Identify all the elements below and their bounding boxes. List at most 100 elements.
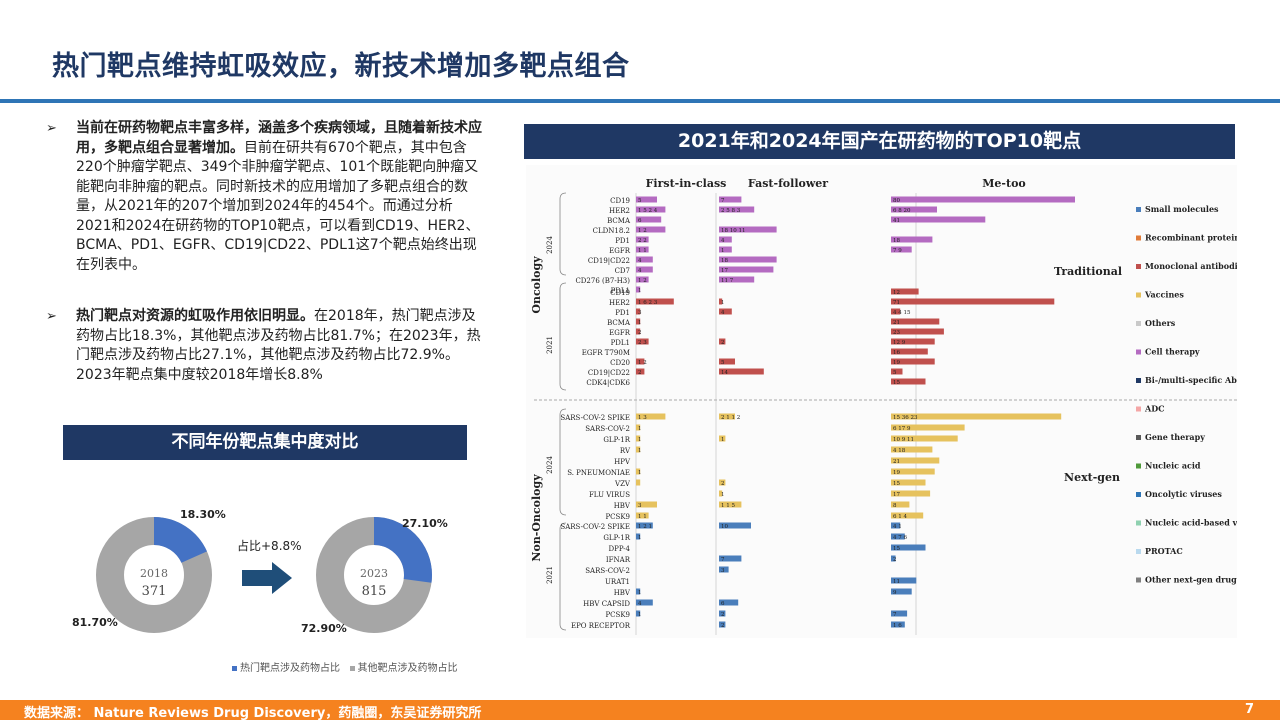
bracket xyxy=(559,522,567,631)
bar-value-label: 2 3 xyxy=(638,340,647,346)
bar-value-label: 1 1 xyxy=(638,248,647,254)
bar-first xyxy=(636,599,653,606)
bar-value-label: 1 3 xyxy=(638,415,647,421)
arrow-bullet-icon: ➢ xyxy=(46,121,57,136)
bar-metoo xyxy=(891,468,935,475)
bar-value-label: 1 xyxy=(638,426,642,432)
bar-fast xyxy=(719,266,774,273)
bar-value-label: 18 xyxy=(721,258,728,264)
bar-first xyxy=(636,610,641,617)
donut-2023-hot-slice xyxy=(316,517,432,633)
target-label: SARS-COV-2 xyxy=(585,567,630,575)
page-title: 热门靶点维持虹吸效应，新技术增加多靶点组合 xyxy=(52,51,630,82)
bar-fast xyxy=(719,610,726,617)
bar-value-label: 17 xyxy=(893,492,900,498)
bar-first xyxy=(636,522,653,529)
legend-swatch xyxy=(1136,463,1141,469)
bar-value-label: 2 xyxy=(893,557,897,563)
donut-2023-hot-label: 27.10% xyxy=(402,517,448,530)
bar-first xyxy=(636,226,666,233)
bar-value-label: 1 2 xyxy=(638,360,647,366)
legend-swatch xyxy=(1136,292,1141,298)
bar-first xyxy=(636,588,641,595)
target-label: HER2 xyxy=(609,207,630,215)
bar-value-label: 1 xyxy=(721,437,725,443)
bar-value-label: 71 xyxy=(893,300,900,306)
bar-value-label: 1 xyxy=(638,437,642,443)
bar-fast xyxy=(719,501,742,508)
target-label: HPV xyxy=(614,458,631,466)
bar-value-label: 1 xyxy=(638,320,642,326)
increase-label: 占比+8.8% xyxy=(237,539,302,553)
bar-value-label: 18 xyxy=(893,238,900,244)
bar-first xyxy=(636,276,649,283)
bar-value-label: 80 xyxy=(893,198,900,204)
bar-metoo xyxy=(891,358,935,365)
bar-fast xyxy=(719,435,726,442)
bar-metoo xyxy=(891,522,901,529)
target-label: CD19|CD22 xyxy=(588,369,630,377)
bracket xyxy=(559,192,567,276)
bar-metoo xyxy=(891,435,958,442)
bar-value-label: 15 xyxy=(893,481,900,487)
bar-metoo xyxy=(891,490,931,497)
year-label-2024: 2024 xyxy=(546,456,554,474)
target-label: CD19 xyxy=(610,197,630,205)
bar-value-label: 7 9 xyxy=(893,248,902,254)
concentration-chart-header: 不同年份靶点集中度对比 xyxy=(63,425,467,460)
target-label: SARS-COV-2 xyxy=(585,425,630,433)
bar-first xyxy=(636,196,657,203)
legend-label: Oncolytic viruses xyxy=(1145,489,1222,499)
bar-value-label: 12 9 xyxy=(893,340,906,346)
target-label: FLU VIRUS xyxy=(589,491,630,499)
bar-metoo xyxy=(891,236,933,243)
bar-value-label: 4 xyxy=(638,258,642,264)
target-label: S. PNEUMONIAE xyxy=(567,469,630,477)
bar-value-label: 21 xyxy=(893,459,900,465)
bar-value-label: 4 4 15 xyxy=(893,310,911,316)
bar-first xyxy=(636,501,657,508)
bar-value-label: 15 36 23 xyxy=(893,415,918,421)
donut-2018-year: 2018 xyxy=(140,567,168,580)
legend-label: Others xyxy=(1145,318,1176,328)
bar-metoo xyxy=(891,196,1075,203)
bar-metoo xyxy=(891,446,933,453)
bar-first xyxy=(636,533,641,540)
bar-metoo xyxy=(891,216,986,223)
bar-metoo xyxy=(891,206,937,213)
legend-hot-label: 热门靶点涉及药物占比 xyxy=(240,663,340,674)
bar-first xyxy=(636,206,666,213)
title-divider xyxy=(0,99,1280,103)
bar-metoo xyxy=(891,577,917,584)
bracket xyxy=(559,408,567,516)
year-label-2021: 2021 xyxy=(546,566,554,584)
target-label: URAT1 xyxy=(605,578,630,586)
target-label: HER2 xyxy=(609,299,630,307)
bar-metoo xyxy=(891,544,926,551)
bar-value-label: 4 xyxy=(638,268,642,274)
bar-metoo xyxy=(891,413,1062,420)
bar-value-label: 1 6 2 3 xyxy=(638,300,658,306)
legend-hot-swatch xyxy=(232,665,237,671)
bar-first xyxy=(636,424,641,431)
bar-first xyxy=(636,256,653,263)
bar-value-label: 10 xyxy=(721,524,728,530)
bar-metoo xyxy=(891,308,901,315)
bar-value-label: 15 xyxy=(893,380,900,386)
bar-value-label: 7 xyxy=(893,612,897,618)
column-header-me-too: Me-too xyxy=(982,177,1026,190)
bar-metoo xyxy=(891,512,924,519)
bar-first xyxy=(636,338,649,345)
legend-swatch xyxy=(1136,549,1141,554)
legend-label: ADC xyxy=(1144,404,1165,414)
bar-value-label: 3 xyxy=(638,503,642,509)
bar-value-label: 1 5 2 4 xyxy=(638,208,658,214)
target-label: SARS-COV-2 SPIKE xyxy=(560,523,630,531)
bar-fast xyxy=(719,358,735,365)
target-label: CDK4|CDK6 xyxy=(586,379,630,387)
bar-value-label: 6 8 20 xyxy=(893,208,911,214)
bar-value-label: 2 xyxy=(721,612,725,618)
bar-metoo xyxy=(891,318,940,325)
bar-first xyxy=(636,266,653,273)
legend-swatch xyxy=(1136,207,1141,212)
